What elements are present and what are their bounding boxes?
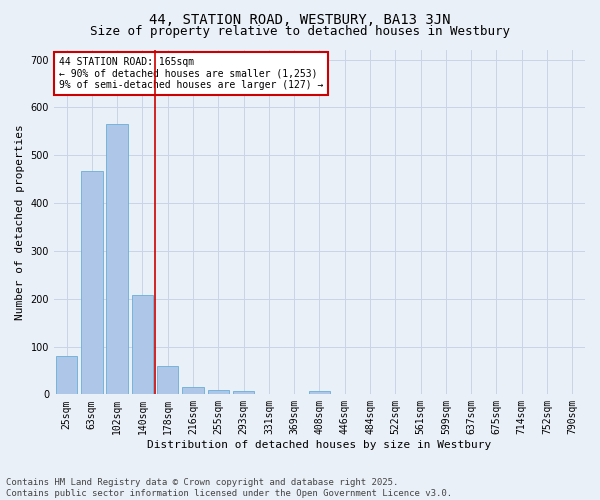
- Bar: [81, 171, 103, 394]
- Text: 44 STATION ROAD: 165sqm
← 90% of detached houses are smaller (1,253)
9% of semi-: 44 STATION ROAD: 165sqm ← 90% of detache…: [59, 57, 323, 90]
- Bar: [106, 124, 128, 394]
- Bar: [56, 356, 77, 395]
- Bar: [208, 390, 229, 394]
- Text: 44, STATION ROAD, WESTBURY, BA13 3JN: 44, STATION ROAD, WESTBURY, BA13 3JN: [149, 12, 451, 26]
- Bar: [131, 295, 153, 394]
- Bar: [233, 391, 254, 394]
- Text: Size of property relative to detached houses in Westbury: Size of property relative to detached ho…: [90, 25, 510, 38]
- Bar: [182, 387, 204, 394]
- Y-axis label: Number of detached properties: Number of detached properties: [15, 124, 25, 320]
- Bar: [309, 391, 330, 394]
- Bar: [157, 366, 178, 394]
- X-axis label: Distribution of detached houses by size in Westbury: Distribution of detached houses by size …: [148, 440, 491, 450]
- Text: Contains HM Land Registry data © Crown copyright and database right 2025.
Contai: Contains HM Land Registry data © Crown c…: [6, 478, 452, 498]
